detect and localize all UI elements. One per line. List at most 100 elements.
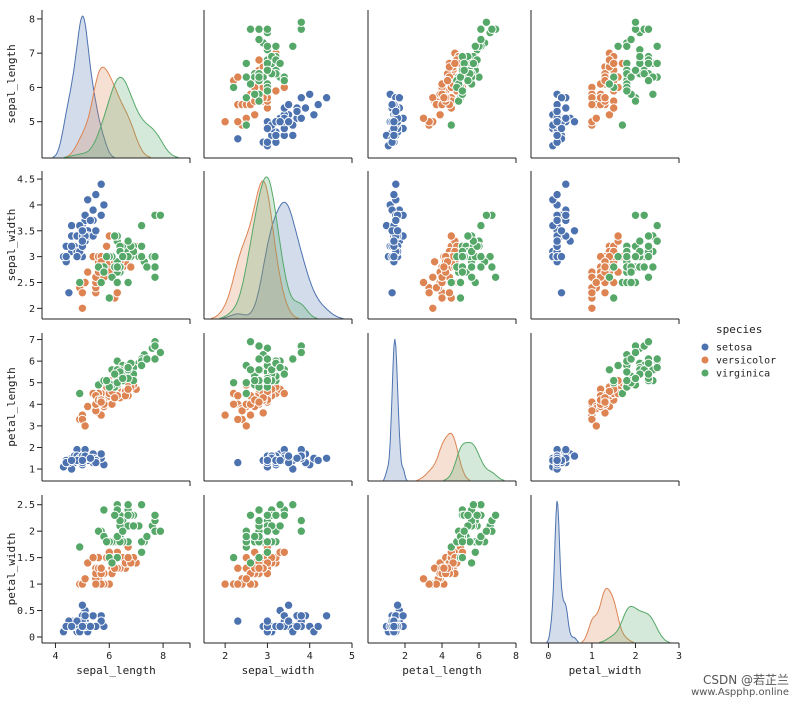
y-tick-label: 6 (29, 83, 35, 94)
point-setosa (275, 455, 285, 466)
point-versicolor (600, 397, 610, 407)
point-versicolor (80, 574, 90, 584)
point-virginica (241, 93, 252, 103)
panel-sepal_width-vs-petal_length (367, 171, 517, 324)
point-virginica (96, 277, 106, 288)
point-virginica (254, 24, 264, 34)
point-virginica (279, 75, 289, 86)
point-virginica (241, 120, 252, 130)
point-versicolor (80, 421, 90, 431)
point-virginica (457, 267, 468, 277)
point-virginica (254, 34, 264, 45)
point-versicolor (439, 262, 449, 272)
point-virginica (228, 82, 239, 93)
point-versicolor (613, 231, 623, 241)
point-setosa (72, 251, 82, 262)
point-virginica (262, 526, 273, 536)
point-virginica (142, 262, 152, 272)
point-versicolor (233, 579, 243, 589)
point-virginica (245, 510, 256, 520)
point-virginica (107, 558, 117, 568)
point-setosa (233, 457, 243, 468)
panel-petal_length-vs-petal_length (367, 333, 517, 486)
point-virginica (262, 343, 273, 353)
y-tick-label: 1 (29, 580, 35, 591)
point-virginica (604, 79, 615, 89)
point-versicolor (450, 58, 460, 69)
point-versicolor (220, 410, 230, 420)
panel-petal_length-vs-sepal_width (203, 333, 353, 486)
point-virginica (228, 552, 239, 563)
point-setosa (392, 226, 403, 236)
y-tick-label: 5 (29, 117, 35, 128)
point-versicolor (88, 552, 98, 563)
point-virginica (271, 510, 281, 520)
point-setosa (77, 226, 88, 236)
point-virginica (476, 24, 486, 34)
point-virginica (643, 75, 654, 86)
point-virginica (635, 236, 645, 246)
point-setosa (233, 616, 243, 626)
point-versicolor (241, 421, 252, 431)
y-axis-label: petal_width (5, 533, 18, 606)
point-virginica (487, 262, 497, 272)
point-virginica (241, 388, 252, 399)
point-virginica (604, 272, 615, 282)
point-setosa (552, 117, 562, 127)
point-virginica (245, 365, 256, 375)
point-virginica (262, 537, 273, 547)
point-setosa (569, 451, 580, 461)
point-virginica (652, 41, 662, 51)
point-virginica (626, 72, 636, 82)
point-virginica (652, 354, 662, 364)
x-tick-label: 3 (264, 651, 270, 662)
point-virginica (604, 365, 615, 375)
legend-marker-setosa (700, 342, 710, 352)
point-versicolor (587, 406, 597, 416)
point-setosa (313, 99, 323, 110)
point-virginica (455, 277, 466, 288)
panel-petal_width-vs-petal_length (367, 495, 517, 648)
point-versicolor (442, 75, 453, 86)
panel-petal_width-vs-sepal_width (203, 495, 353, 648)
point-versicolor (587, 288, 597, 298)
legend-marker-versicolor (700, 355, 710, 365)
point-versicolor (233, 72, 243, 82)
point-versicolor (91, 579, 101, 589)
point-virginica (101, 537, 112, 547)
point-versicolor (600, 288, 610, 298)
point-setosa (389, 621, 399, 632)
point-setosa (283, 600, 294, 610)
kde-virginica-petal_width (599, 606, 671, 644)
point-virginica (643, 251, 654, 262)
point-virginica (468, 58, 479, 69)
point-virginica (150, 510, 160, 520)
point-virginica (446, 277, 456, 288)
point-virginica (622, 375, 632, 386)
point-virginica (652, 58, 662, 69)
x-axis-label: petal_width (569, 664, 642, 677)
point-versicolor (110, 393, 120, 403)
point-setosa (561, 179, 571, 189)
point-virginica (652, 362, 662, 373)
point-versicolor (250, 110, 260, 120)
point-setosa (561, 103, 571, 113)
point-setosa (556, 251, 567, 262)
point-versicolor (428, 303, 438, 313)
y-tick-label: 3 (29, 421, 35, 432)
legend-title: species (716, 323, 762, 336)
point-setosa (66, 621, 77, 632)
x-tick-label: 2 (222, 651, 228, 662)
point-setosa (552, 236, 562, 246)
point-versicolor (233, 117, 243, 127)
point-setosa (77, 600, 88, 610)
y-tick-label: 3.5 (17, 226, 35, 237)
point-setosa (313, 455, 323, 466)
point-virginica (155, 210, 166, 221)
y-tick-label: 5 (29, 378, 35, 389)
point-virginica (296, 347, 306, 358)
point-virginica (262, 375, 273, 386)
point-setosa (552, 215, 562, 226)
point-versicolor (123, 384, 133, 394)
